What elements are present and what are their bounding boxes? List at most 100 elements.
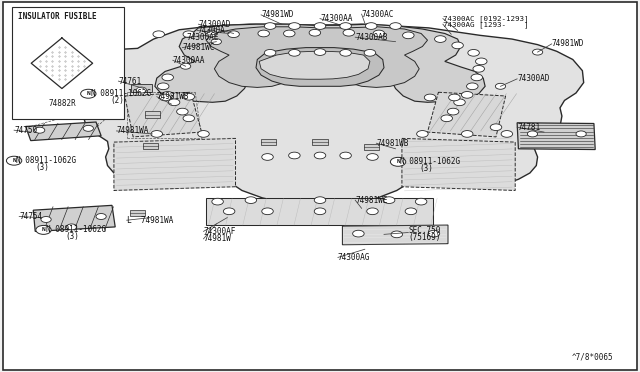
- Text: 74300AE: 74300AE: [187, 33, 220, 42]
- Text: 74981WA: 74981WA: [116, 126, 149, 135]
- Circle shape: [314, 208, 326, 215]
- Text: (3): (3): [65, 232, 79, 241]
- Circle shape: [452, 42, 463, 49]
- Polygon shape: [259, 51, 370, 79]
- Circle shape: [314, 152, 326, 159]
- Bar: [364, 144, 379, 150]
- Circle shape: [527, 131, 538, 137]
- Circle shape: [314, 197, 326, 203]
- Circle shape: [476, 58, 487, 65]
- Circle shape: [390, 23, 401, 29]
- Circle shape: [223, 208, 235, 215]
- Text: 74300AD: 74300AD: [198, 20, 231, 29]
- Circle shape: [183, 93, 195, 100]
- Text: 74981WE: 74981WE: [355, 196, 388, 205]
- Circle shape: [447, 108, 459, 115]
- Circle shape: [468, 49, 479, 56]
- Circle shape: [314, 23, 326, 29]
- Text: 74981WB: 74981WB: [376, 139, 409, 148]
- Circle shape: [205, 30, 217, 37]
- Circle shape: [198, 131, 209, 137]
- Text: N: N: [396, 159, 400, 164]
- Bar: [130, 210, 145, 216]
- Text: (3): (3): [35, 163, 49, 172]
- Text: 74300AF: 74300AF: [204, 227, 236, 236]
- Circle shape: [435, 36, 446, 42]
- Text: N: N: [42, 227, 45, 232]
- Circle shape: [159, 94, 171, 101]
- Circle shape: [449, 94, 460, 101]
- Circle shape: [495, 83, 506, 89]
- Text: SEC.750: SEC.750: [408, 226, 441, 235]
- Text: N 08911-1062G: N 08911-1062G: [400, 157, 460, 166]
- Circle shape: [289, 23, 300, 29]
- Bar: [143, 143, 158, 149]
- Circle shape: [212, 198, 223, 205]
- Polygon shape: [63, 24, 584, 204]
- Circle shape: [417, 131, 428, 137]
- Circle shape: [391, 231, 403, 238]
- Circle shape: [36, 225, 51, 234]
- Polygon shape: [402, 138, 515, 190]
- Circle shape: [441, 115, 452, 122]
- Polygon shape: [428, 92, 506, 137]
- Circle shape: [245, 197, 257, 203]
- Circle shape: [67, 224, 77, 230]
- Circle shape: [157, 83, 169, 90]
- Circle shape: [471, 74, 483, 81]
- Circle shape: [454, 99, 465, 106]
- Polygon shape: [155, 24, 485, 102]
- Circle shape: [264, 23, 276, 29]
- Text: 74300AA: 74300AA: [320, 14, 353, 23]
- Circle shape: [177, 108, 188, 115]
- Text: 74300AG [1293-    ]: 74300AG [1293- ]: [443, 21, 529, 28]
- Circle shape: [373, 30, 385, 37]
- Circle shape: [415, 198, 427, 205]
- Text: 74981WD: 74981WD: [261, 10, 294, 19]
- Polygon shape: [206, 27, 428, 87]
- Circle shape: [424, 94, 436, 101]
- Circle shape: [6, 156, 22, 165]
- Circle shape: [162, 74, 173, 81]
- Polygon shape: [517, 123, 595, 150]
- Circle shape: [258, 30, 269, 37]
- Text: 74981WC: 74981WC: [182, 43, 215, 52]
- Circle shape: [81, 89, 96, 98]
- Text: 74300AC: 74300AC: [362, 10, 394, 19]
- Text: 74981WB: 74981WB: [157, 92, 189, 101]
- Circle shape: [211, 39, 221, 45]
- Bar: [131, 84, 152, 92]
- Text: 74981W: 74981W: [204, 234, 231, 243]
- Circle shape: [168, 99, 180, 106]
- Polygon shape: [33, 205, 115, 231]
- Circle shape: [343, 29, 355, 36]
- Circle shape: [403, 32, 414, 39]
- Text: 74981WD: 74981WD: [552, 39, 584, 48]
- Bar: [261, 139, 276, 145]
- Text: 74300AA: 74300AA: [173, 56, 205, 65]
- Circle shape: [501, 131, 513, 137]
- Circle shape: [365, 23, 377, 29]
- Circle shape: [340, 49, 351, 56]
- Polygon shape: [125, 92, 202, 137]
- Text: 74300AC [0192-1293]: 74300AC [0192-1293]: [443, 15, 529, 22]
- Text: (3): (3): [419, 164, 433, 173]
- Circle shape: [264, 49, 276, 56]
- Bar: [206, 198, 433, 225]
- Circle shape: [153, 31, 164, 38]
- Circle shape: [262, 154, 273, 160]
- Circle shape: [353, 230, 364, 237]
- Text: 74300AB: 74300AB: [355, 33, 388, 42]
- Text: ^7/8*0065: ^7/8*0065: [572, 353, 613, 362]
- Polygon shape: [26, 122, 101, 141]
- Text: 74781: 74781: [517, 123, 540, 132]
- Bar: [312, 139, 328, 145]
- Polygon shape: [256, 48, 384, 86]
- Circle shape: [390, 157, 406, 166]
- Circle shape: [228, 31, 239, 38]
- Circle shape: [364, 49, 376, 56]
- Circle shape: [576, 131, 586, 137]
- Circle shape: [284, 30, 295, 37]
- Circle shape: [314, 49, 326, 55]
- Circle shape: [367, 208, 378, 215]
